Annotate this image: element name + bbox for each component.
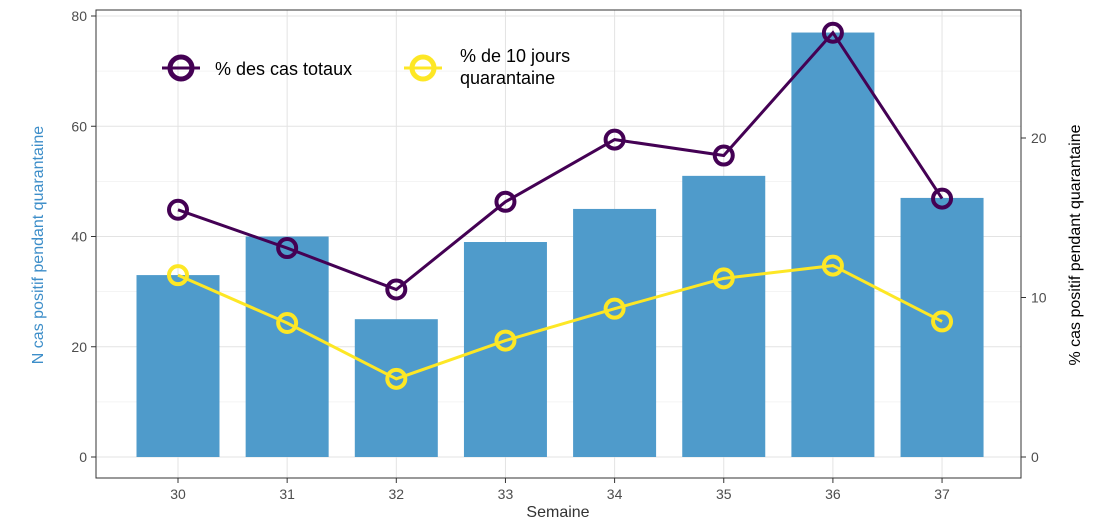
legend-marker-quarantaine [409, 54, 437, 82]
point-series1-week-35 [712, 267, 735, 290]
x-axis: 30 31 32 33 34 35 36 37 [170, 478, 950, 502]
point-series0-week-33 [494, 190, 517, 213]
point-series0-week-36 [821, 21, 844, 44]
left-tick-label: 20 [71, 339, 87, 355]
left-tick-label: 0 [79, 449, 87, 465]
x-tick-label: 34 [607, 486, 623, 502]
bar-week-34 [573, 208, 657, 457]
right-tick-label: 20 [1031, 130, 1047, 146]
right-tick-label: 10 [1031, 290, 1047, 306]
grid [96, 10, 1021, 478]
point-series0-week-37 [931, 187, 954, 210]
x-tick-label: 37 [934, 486, 950, 502]
left-tick-label: 60 [71, 118, 87, 134]
point-series0-week-30 [167, 198, 189, 221]
legend-label-totaux: % des cas totaux [215, 59, 352, 79]
point-series1-week-36 [821, 254, 844, 277]
series-lines [167, 21, 954, 390]
x-tick-label: 35 [716, 486, 732, 502]
right-tick-label: 0 [1031, 449, 1039, 465]
left-tick-label: 80 [71, 8, 87, 24]
bar-week-30 [136, 275, 220, 457]
x-tick-label: 32 [389, 486, 405, 502]
point-series1-week-31 [276, 312, 299, 335]
left-axis: 0 20 40 60 80 [71, 8, 96, 465]
x-tick-label: 30 [170, 486, 186, 502]
series-line-1 [177, 264, 943, 381]
point-series0-week-35 [712, 144, 735, 167]
point-series0-week-34 [603, 128, 626, 151]
x-axis-title: Semaine [526, 504, 589, 521]
bar-week-37 [900, 197, 984, 457]
legend-item-quarantaine: % de 10 jours quarantaine [404, 46, 570, 88]
left-tick-label: 40 [71, 229, 87, 245]
legend-label-quarantaine-line: quarantaine [460, 68, 555, 88]
bar-week-36 [791, 32, 875, 457]
bars [136, 32, 984, 458]
point-series1-week-33 [494, 329, 517, 352]
point-series1-week-30 [167, 264, 189, 287]
x-tick-label: 36 [825, 486, 841, 502]
point-series0-week-31 [276, 237, 299, 260]
legend-label-quarantaine: % de 10 jours quarantaine [460, 46, 570, 88]
legend-item-totaux: % des cas totaux [162, 54, 352, 82]
point-series0-week-32 [385, 278, 408, 301]
legend-label-quarantaine-line: % de 10 jours [460, 46, 570, 66]
series-line-0 [177, 30, 944, 292]
plot-panel-border [95, 9, 1022, 479]
y-axis-right-title: % cas positif pendant quarantaine [1067, 124, 1084, 365]
point-series1-week-37 [931, 310, 954, 333]
legend: % des cas totaux % de 10 jours quarantain… [162, 46, 570, 88]
x-tick-label: 33 [498, 486, 514, 502]
right-axis: 0 10 20 [1021, 130, 1047, 465]
x-tick-label: 31 [279, 486, 295, 502]
y-axis-left-title: N cas positif pendant quarantaine [30, 126, 47, 364]
bar-week-35 [682, 175, 766, 458]
point-series1-week-34 [603, 297, 626, 320]
point-series1-week-32 [385, 367, 408, 390]
bar-week-31 [245, 236, 329, 457]
legend-marker-totaux [167, 54, 195, 82]
